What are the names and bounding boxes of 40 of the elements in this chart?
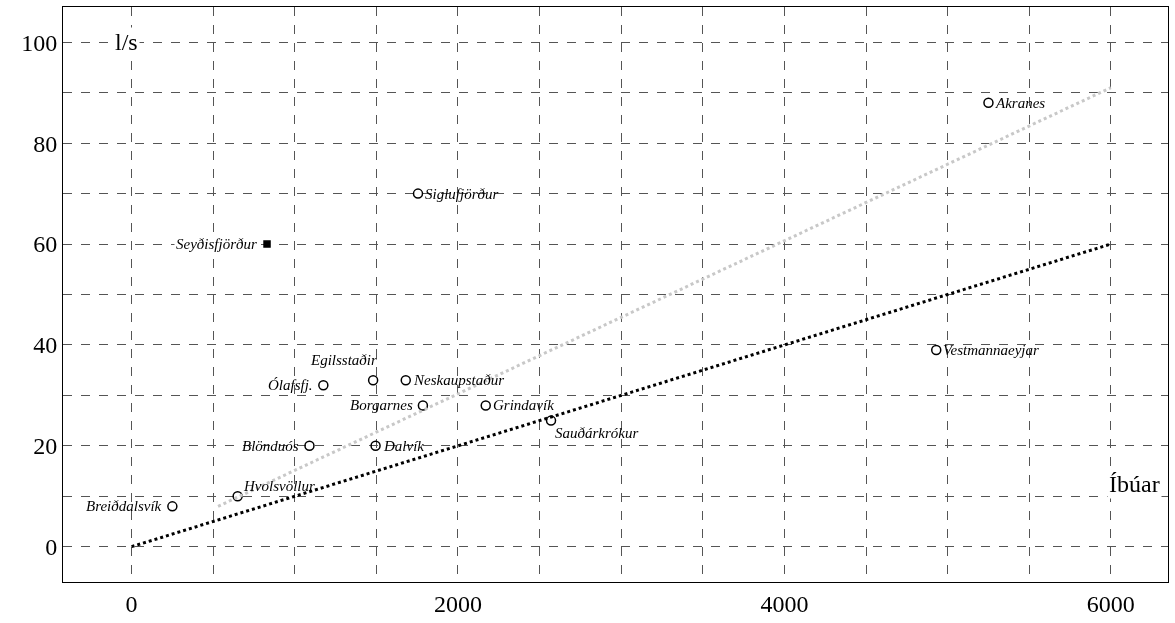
annotation: Borgarnes — [350, 397, 413, 413]
x-tick-label: 6000 — [1086, 590, 1135, 617]
annotation: Vestmannaeyjar — [943, 342, 1039, 358]
point — [400, 375, 412, 386]
point — [232, 491, 243, 502]
y-tick-label: 40 — [33, 332, 58, 359]
x-axis-title: Íbúar — [1109, 471, 1160, 497]
x-tick-label: 4000 — [760, 590, 809, 617]
point — [370, 440, 381, 452]
point — [545, 415, 557, 426]
y-tick-label: 60 — [33, 231, 58, 258]
point — [417, 400, 429, 411]
y-tick-label: 20 — [33, 433, 58, 460]
annotation: Neskaupstaður — [413, 372, 505, 388]
point — [304, 440, 315, 452]
annotation: Blönduós — [242, 438, 299, 454]
point — [367, 375, 379, 386]
annotation: Siglufjörður — [425, 186, 499, 202]
y-tick-label: 80 — [33, 130, 58, 157]
annotation: Breiðdalsvík — [86, 498, 162, 514]
x-tick-label: 2000 — [433, 590, 482, 617]
annotation: Seyðisfjörður — [176, 236, 257, 252]
annotation: Hvolsvöllur — [243, 478, 315, 494]
annotation: Ólafsfj. — [268, 377, 313, 393]
y-tick-label: 100 — [21, 29, 58, 56]
annotation: Grindavík — [493, 397, 555, 413]
point — [930, 344, 942, 356]
point — [167, 501, 178, 512]
y-tick-label: 0 — [45, 534, 58, 561]
annotation: Dalvík — [383, 438, 425, 454]
annotation: Sauðárkrókur — [555, 425, 639, 441]
x-tick-label: 0 — [125, 590, 138, 617]
annotation: Egilsstaðir — [310, 352, 378, 368]
point — [318, 380, 329, 391]
point — [480, 400, 491, 411]
annotation: Akranes — [995, 95, 1046, 111]
point — [983, 97, 994, 109]
point — [412, 188, 424, 199]
point — [263, 240, 271, 248]
y-axis-title: l/s — [115, 29, 138, 55]
